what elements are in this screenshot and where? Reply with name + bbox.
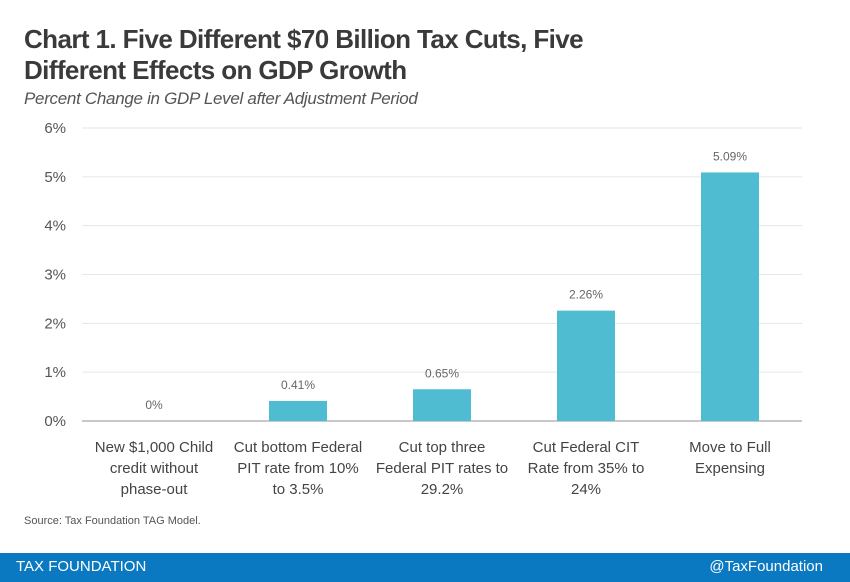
footer-brand: TAX FOUNDATION bbox=[16, 558, 147, 575]
y-tick-label: 2% bbox=[44, 315, 66, 332]
data-label: 5.09% bbox=[713, 149, 747, 163]
x-tick-label: to 3.5% bbox=[273, 481, 324, 498]
x-tick-label: Cut top three bbox=[399, 439, 486, 456]
bar bbox=[557, 310, 615, 421]
bar-chart: 0% 1% 2% 3% 4% 5% 6% 0% New $1,000 Child credit w… bbox=[44, 120, 802, 498]
x-tick-label: Expensing bbox=[695, 460, 765, 477]
y-tick-label: 3% bbox=[44, 267, 66, 284]
y-tick-label: 5% bbox=[44, 169, 66, 186]
y-tick-label: 0% bbox=[44, 413, 66, 430]
x-tick-label: Cut bottom Federal bbox=[234, 439, 362, 456]
x-tick-label: phase-out bbox=[121, 481, 189, 498]
y-tick-label: 6% bbox=[44, 120, 66, 137]
x-tick-label: Cut Federal CIT bbox=[533, 439, 640, 456]
x-tick-label: 29.2% bbox=[421, 481, 464, 498]
data-label: 0.65% bbox=[425, 366, 459, 380]
data-label: 0% bbox=[145, 398, 163, 412]
bar bbox=[269, 400, 327, 421]
bar bbox=[413, 389, 471, 421]
x-tick-label: Rate from 35% to bbox=[528, 460, 645, 477]
x-tick-label: 24% bbox=[571, 481, 601, 498]
x-tick-label: PIT rate from 10% bbox=[237, 460, 358, 477]
x-tick-label: Federal PIT rates to bbox=[376, 460, 508, 477]
footer-handle: @TaxFoundation bbox=[709, 558, 823, 575]
x-tick-label: Move to Full bbox=[689, 439, 771, 456]
chart-title: Chart 1. Five Different $70 Billion Tax … bbox=[24, 24, 584, 85]
data-label: 0.41% bbox=[281, 378, 315, 392]
data-label: 2.26% bbox=[569, 288, 603, 302]
x-tick-label: credit without bbox=[110, 460, 199, 477]
footer-bar: TAX FOUNDATION @TaxFoundation bbox=[0, 553, 850, 582]
source-note: Source: Tax Foundation TAG Model. bbox=[24, 515, 201, 527]
x-tick-label: New $1,000 Child bbox=[95, 439, 213, 456]
bar bbox=[701, 172, 759, 421]
y-tick-label: 1% bbox=[44, 364, 66, 381]
y-tick-label: 4% bbox=[44, 218, 66, 235]
chart-subtitle: Percent Change in GDP Level after Adjust… bbox=[24, 89, 418, 108]
